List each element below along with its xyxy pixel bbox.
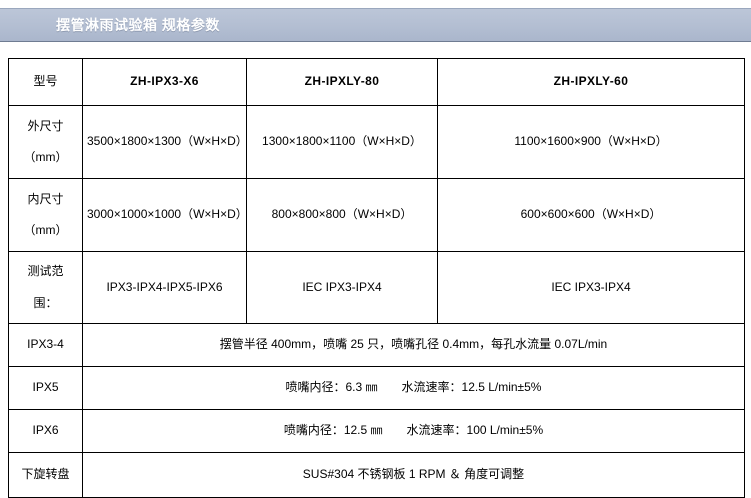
row-label-test-range: 测试范 围： — [8, 251, 83, 324]
column-header-product-1: ZH-IPX3-X6 — [82, 58, 247, 106]
cell-outer-dimension-3: 1100×1600×900（W×H×D） — [437, 105, 745, 179]
row-label-outer-dimension: 外尺寸 （mm） — [8, 105, 83, 179]
table-row: 内尺寸 （mm） 3000×1000×1000（W×H×D） 800×800×8… — [8, 178, 745, 252]
cell-ipx6-spec: 喷嘴内径：12.5 ㎜ 水流速率：100 L/min±5% — [82, 409, 745, 453]
column-header-product-2: ZH-IPXLY-80 — [246, 58, 438, 106]
column-header-product-3: ZH-IPXLY-60 — [437, 58, 745, 106]
table-header-row: 型号 ZH-IPX3-X6 ZH-IPXLY-80 ZH-IPXLY-60 — [8, 58, 745, 106]
page-title: 摆管淋雨试验箱 规格参数 — [56, 17, 220, 33]
table-row: IPX5 喷嘴内径：6.3 ㎜ 水流速率：12.5 L/min±5% — [8, 366, 745, 410]
column-header-model: 型号 — [8, 58, 83, 106]
row-label-ipx6: IPX6 — [8, 409, 83, 453]
cell-test-range-2: IEC IPX3-IPX4 — [246, 251, 438, 324]
cell-inner-dimension-1: 3000×1000×1000（W×H×D） — [82, 178, 248, 252]
spec-table-container: 型号 ZH-IPX3-X6 ZH-IPXLY-80 ZH-IPXLY-60 外尺… — [8, 58, 745, 498]
row-label-line-1: 内尺寸 — [27, 191, 64, 206]
table-row: 外尺寸 （mm） 3500×1800×1300（W×H×D） 1300×1800… — [8, 105, 745, 179]
cell-inner-dimension-3: 600×600×600（W×H×D） — [437, 178, 745, 252]
row-label-line-2: （mm） — [23, 150, 68, 164]
table-row: 测试范 围： IPX3-IPX4-IPX5-IPX6 IEC IPX3-IPX4… — [8, 251, 745, 324]
row-label-line-1: 外尺寸 — [27, 118, 64, 133]
row-label-line-2: 围： — [33, 295, 58, 310]
cell-turntable-spec: SUS#304 不锈钢板 1 RPM ＆ 角度可调整 — [82, 452, 745, 498]
specification-table: 型号 ZH-IPX3-X6 ZH-IPXLY-80 ZH-IPXLY-60 外尺… — [8, 58, 745, 498]
table-row: IPX6 喷嘴内径：12.5 ㎜ 水流速率：100 L/min±5% — [8, 409, 745, 453]
row-label-ipx3-4: IPX3-4 — [8, 323, 83, 367]
table-row: 下旋转盘 SUS#304 不锈钢板 1 RPM ＆ 角度可调整 — [8, 452, 745, 498]
cell-outer-dimension-2: 1300×1800×1100（W×H×D） — [246, 105, 438, 179]
cell-ipx5-spec: 喷嘴内径：6.3 ㎜ 水流速率：12.5 L/min±5% — [82, 366, 745, 410]
page-title-bar: 摆管淋雨试验箱 规格参数 — [0, 8, 751, 42]
cell-ipx3-4-spec: 摆管半径 400mm，喷嘴 25 只，喷嘴孔径 0.4mm，每孔水流量 0.07… — [82, 323, 745, 367]
row-label-line-2: （mm） — [23, 223, 68, 237]
table-row: IPX3-4 摆管半径 400mm，喷嘴 25 只，喷嘴孔径 0.4mm，每孔水… — [8, 323, 745, 367]
title-bar-background: 摆管淋雨试验箱 规格参数 — [0, 9, 751, 41]
row-label-turntable: 下旋转盘 — [8, 452, 83, 498]
cell-inner-dimension-2: 800×800×800（W×H×D） — [246, 178, 438, 252]
row-label-ipx5: IPX5 — [8, 366, 83, 410]
row-label-inner-dimension: 内尺寸 （mm） — [8, 178, 83, 252]
cell-test-range-3: IEC IPX3-IPX4 — [437, 251, 745, 324]
cell-test-range-1: IPX3-IPX4-IPX5-IPX6 — [82, 251, 247, 324]
cell-outer-dimension-1: 3500×1800×1300（W×H×D） — [82, 105, 248, 179]
row-label-line-1: 测试范 — [27, 264, 64, 279]
